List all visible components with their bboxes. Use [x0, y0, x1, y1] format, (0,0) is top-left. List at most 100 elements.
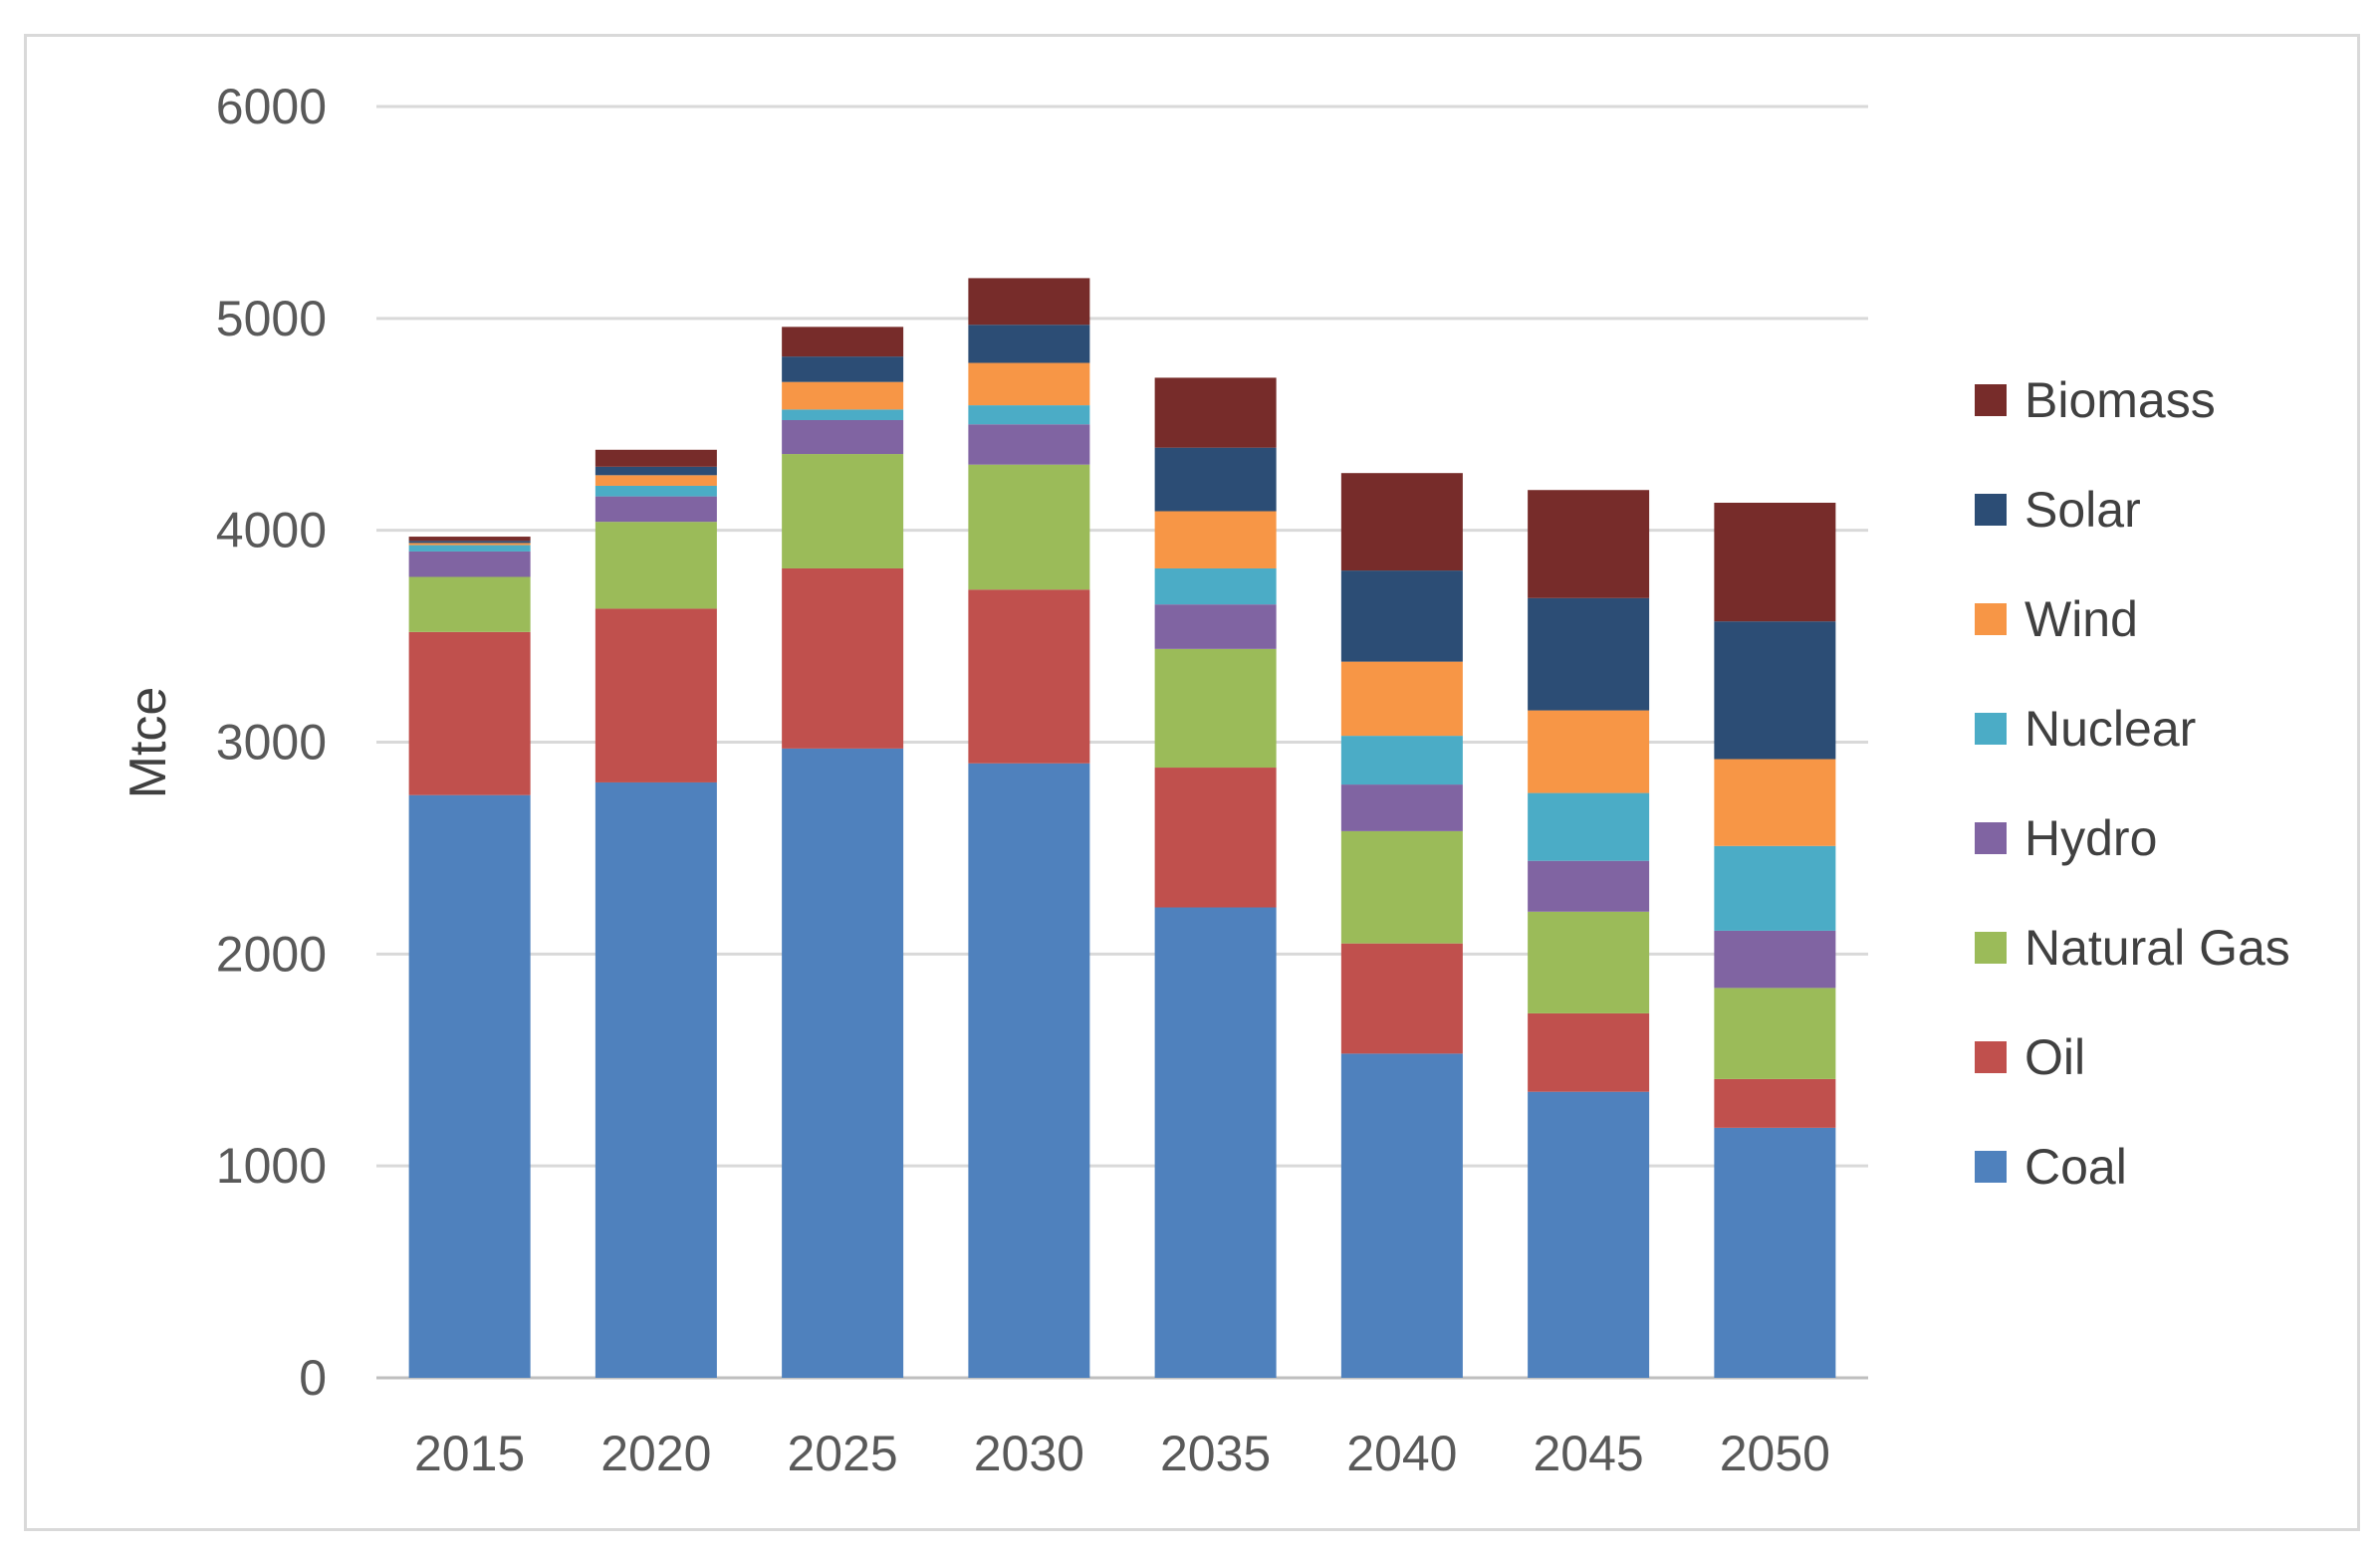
bar-2030-hydro	[968, 424, 1090, 465]
legend-item-solar: Solar	[1975, 482, 2141, 538]
bar-2040-wind	[1340, 661, 1463, 737]
bar-2030-natural-gas	[968, 464, 1090, 590]
x-tick-label-2040: 2040	[1346, 1426, 1457, 1481]
y-axis-ticks: 0 1000 2000 3000 4000 5000 6000	[216, 79, 327, 1406]
bar-2025-hydro	[782, 419, 904, 455]
bar-2050-hydro	[1714, 930, 1836, 989]
x-tick-label-2035: 2035	[1160, 1426, 1271, 1481]
legend-label-coal: Coal	[2024, 1139, 2127, 1195]
legend-item-hydro: Hydro	[1975, 810, 2157, 866]
legend-item-nuclear: Nuclear	[1975, 701, 2196, 757]
y-tick-label-5000: 5000	[216, 291, 327, 346]
bar-2045-solar	[1528, 597, 1650, 711]
bar-2020-solar	[595, 466, 717, 476]
bar-2030-solar	[968, 325, 1090, 363]
legend-swatch-natural-gas	[1975, 932, 2007, 964]
x-tick-label-2020: 2020	[600, 1426, 711, 1481]
bar-2030-oil	[968, 589, 1090, 764]
x-tick-label-2025: 2025	[788, 1426, 898, 1481]
bar-2045-hydro	[1528, 860, 1650, 912]
bar-2040-hydro	[1340, 784, 1463, 831]
bar-2015-natural-gas	[408, 576, 531, 632]
bar-2035-nuclear	[1154, 567, 1277, 605]
bar-2025-biomass	[782, 327, 904, 357]
bar-2015-coal	[408, 794, 531, 1378]
bar-2020-oil	[595, 608, 717, 782]
bar-2025-natural-gas	[782, 454, 904, 568]
bar-2025-coal	[782, 748, 904, 1378]
bar-2030-biomass	[968, 278, 1090, 326]
bar-2020-natural-gas	[595, 522, 717, 609]
bar-2040-oil	[1340, 943, 1463, 1054]
y-tick-label-1000: 1000	[216, 1138, 327, 1194]
bar-2050-natural-gas	[1714, 988, 1836, 1079]
bar-2045-natural-gas	[1528, 911, 1650, 1013]
bar-2045-wind	[1528, 710, 1650, 793]
legend-label-hydro: Hydro	[2024, 810, 2157, 866]
bar-2035-natural-gas	[1154, 648, 1277, 769]
x-axis-ticks: 2015 2020 2025 2030 2035 2040 2045 2050	[414, 1426, 1830, 1481]
legend-item-wind: Wind	[1975, 591, 2138, 647]
legend-swatch-oil	[1975, 1041, 2007, 1073]
bar-2035-solar	[1154, 447, 1277, 512]
bar-2020-hydro	[595, 496, 717, 523]
legend-label-oil: Oil	[2024, 1029, 2085, 1085]
bar-2050-nuclear	[1714, 845, 1836, 931]
bar-2020-nuclear	[595, 485, 717, 497]
bar-2050-coal	[1714, 1127, 1836, 1378]
bar-2035-coal	[1154, 907, 1277, 1378]
bar-2045-oil	[1528, 1012, 1650, 1092]
bar-2040-coal	[1340, 1053, 1463, 1378]
bar-2040-biomass	[1340, 473, 1463, 571]
bar-2035-oil	[1154, 768, 1277, 908]
legend-swatch-hydro	[1975, 822, 2007, 854]
bar-2025-wind	[782, 381, 904, 410]
legend-swatch-wind	[1975, 603, 2007, 635]
legend-label-solar: Solar	[2024, 482, 2141, 538]
bar-2050-biomass	[1714, 502, 1836, 622]
bar-2050-wind	[1714, 759, 1836, 846]
legend-item-coal: Coal	[1975, 1139, 2127, 1195]
y-tick-label-6000: 6000	[216, 79, 327, 134]
legend-item-oil: Oil	[1975, 1029, 2085, 1085]
legend-swatch-biomass	[1975, 384, 2007, 416]
bar-2040-solar	[1340, 570, 1463, 662]
legend-item-natural-gas: Natural Gas	[1975, 920, 2290, 976]
bar-2035-hydro	[1154, 604, 1277, 649]
bars	[408, 278, 1836, 1378]
x-tick-label-2030: 2030	[974, 1426, 1084, 1481]
bar-2015-biomass	[408, 537, 531, 542]
bar-2025-oil	[782, 567, 904, 749]
bar-2015-solar	[408, 541, 531, 544]
bar-2020-coal	[595, 781, 717, 1378]
bar-2045-nuclear	[1528, 792, 1650, 861]
legend-item-biomass: Biomass	[1975, 372, 2216, 428]
y-tick-label-2000: 2000	[216, 926, 327, 982]
bar-2045-biomass	[1528, 490, 1650, 598]
legend-swatch-nuclear	[1975, 713, 2007, 745]
bar-2030-wind	[968, 362, 1090, 406]
bar-2020-biomass	[595, 449, 717, 467]
bar-2050-solar	[1714, 621, 1836, 760]
bar-2035-biomass	[1154, 377, 1277, 448]
x-tick-label-2045: 2045	[1534, 1426, 1644, 1481]
legend-label-natural-gas: Natural Gas	[2024, 920, 2290, 976]
x-tick-label-2050: 2050	[1720, 1426, 1830, 1481]
bar-2040-nuclear	[1340, 736, 1463, 785]
bar-2015-oil	[408, 631, 531, 795]
legend-label-biomass: Biomass	[2024, 372, 2216, 428]
bar-2035-wind	[1154, 511, 1277, 568]
legend-swatch-coal	[1975, 1151, 2007, 1183]
legend-label-wind: Wind	[2024, 591, 2138, 647]
bar-2015-wind	[408, 543, 531, 546]
y-tick-label-0: 0	[299, 1350, 327, 1406]
bar-2050-oil	[1714, 1078, 1836, 1128]
bar-2030-nuclear	[968, 405, 1090, 425]
legend: Biomass Solar Wind Nuclear Hydro Natural Gas O…	[1975, 372, 2290, 1195]
y-tick-label-3000: 3000	[216, 715, 327, 771]
bar-2045-coal	[1528, 1091, 1650, 1378]
x-tick-label-2015: 2015	[414, 1426, 525, 1481]
bar-2015-hydro	[408, 551, 531, 577]
y-tick-label-4000: 4000	[216, 503, 327, 558]
